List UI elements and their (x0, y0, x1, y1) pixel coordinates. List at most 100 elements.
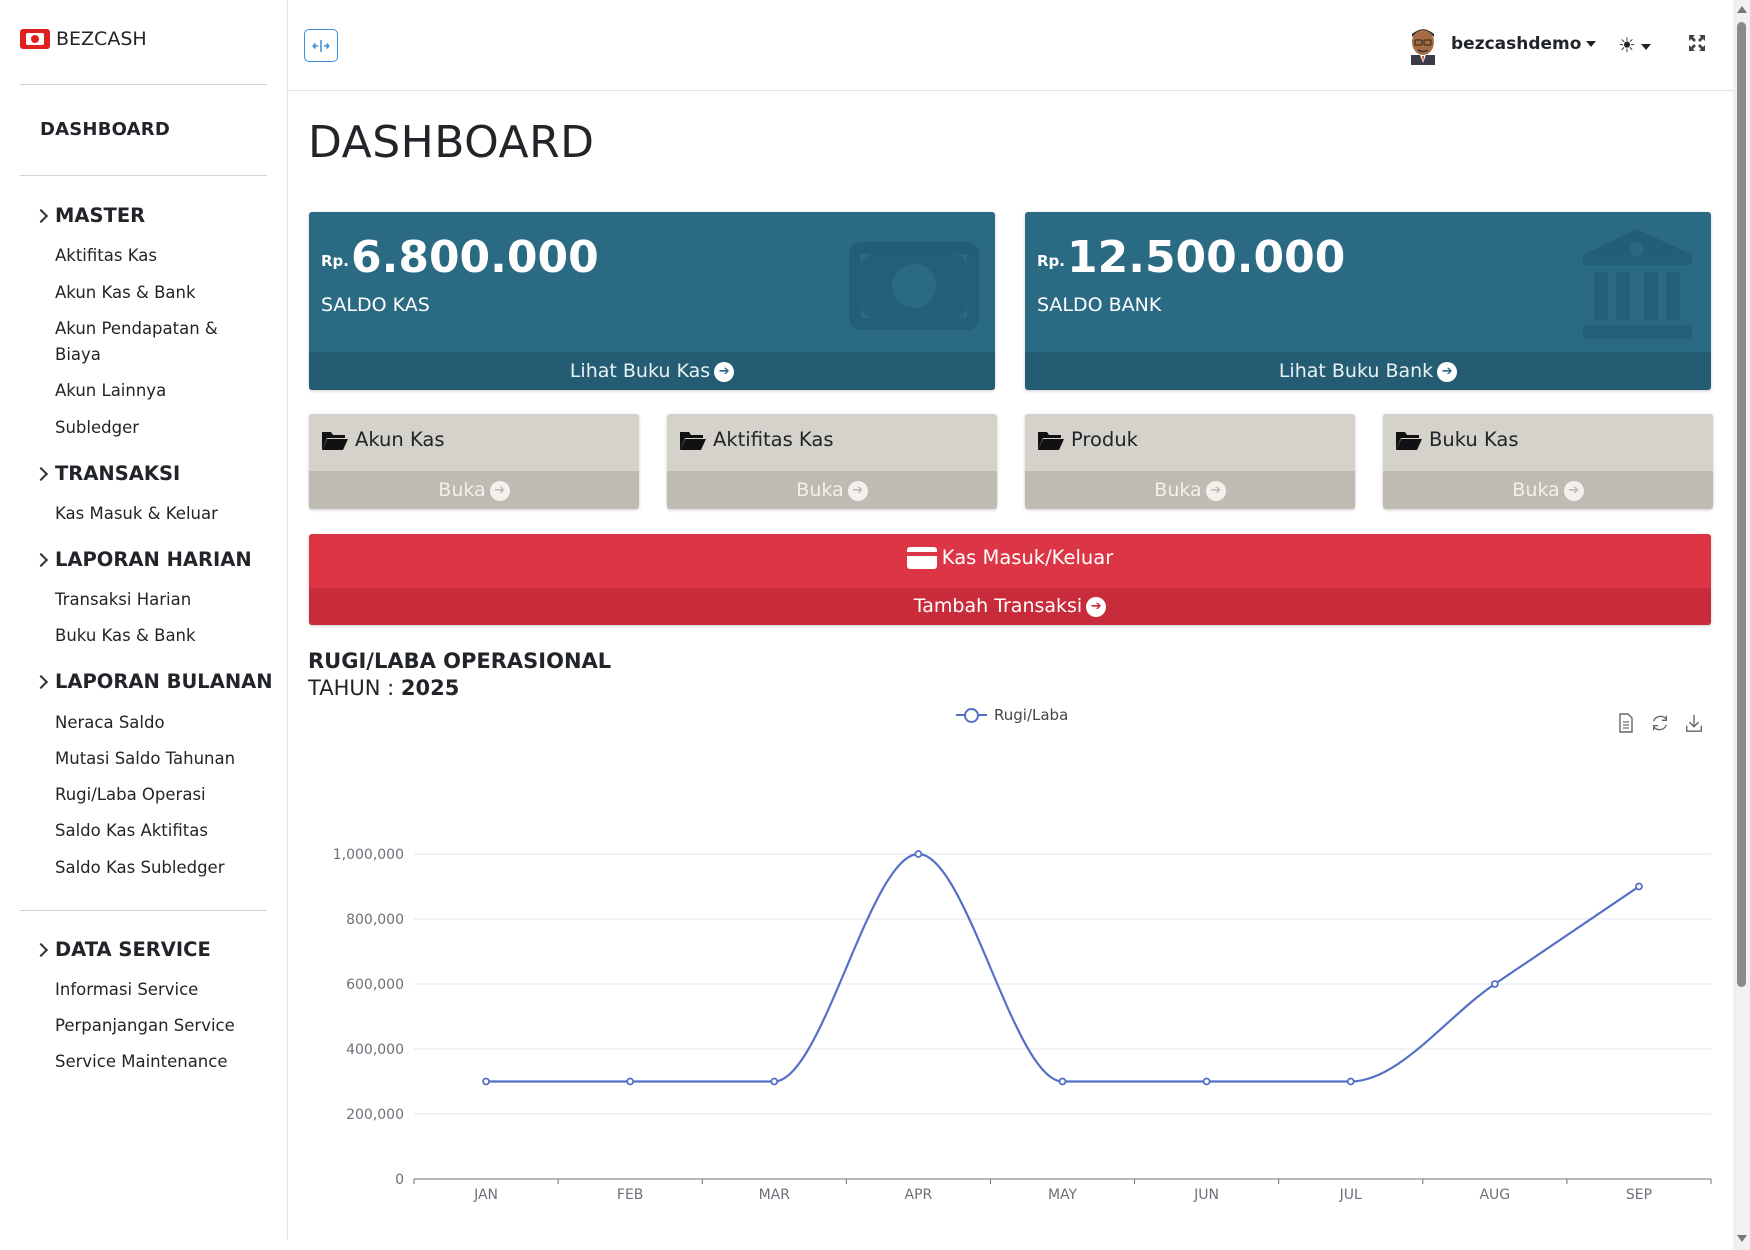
sidebar-item-aktifitas-kas[interactable]: Aktifitas Kas (55, 246, 157, 265)
sidebar-item-perpanjangan-service[interactable]: Perpanjangan Service (55, 1016, 235, 1035)
legend-line-marker-icon (956, 707, 987, 723)
currency-label: Rp. (1037, 252, 1065, 270)
sidebar-item-saldo-kas-subledger[interactable]: Saldo Kas Subledger (55, 858, 225, 877)
theme-toggle[interactable]: ☀ (1618, 33, 1651, 57)
x-tick-label: JUN (1193, 1187, 1219, 1203)
arrow-right-circle-icon: ➔ (1086, 596, 1107, 617)
scroll-up-arrow-icon[interactable] (1737, 6, 1747, 13)
brand[interactable]: BEZCASH (20, 28, 147, 50)
data-view-icon[interactable] (1616, 712, 1636, 734)
sidebar-item-subledger[interactable]: Subledger (55, 418, 140, 437)
sidebar-item-rugi-laba-operasi[interactable]: Rugi/Laba Operasi (55, 785, 206, 804)
arrow-right-circle-icon: ➔ (1205, 480, 1226, 501)
buka-akun-kas-link[interactable]: Buka ➔ (309, 471, 639, 509)
chevron-right-icon (33, 674, 49, 689)
saldo-bank-label: SALDO BANK (1037, 294, 1162, 316)
sidebar-item-dashboard[interactable]: DASHBOARD (40, 119, 170, 140)
section-label: LAPORAN BULANAN (55, 670, 273, 693)
sidebar-item-akun-kas-bank[interactable]: Akun Kas & Bank (55, 283, 196, 302)
x-tick-label: MAY (1048, 1187, 1078, 1203)
saldo-kas-label: SALDO KAS (321, 294, 430, 316)
buka-aktifitas-kas-link[interactable]: Buka ➔ (667, 471, 997, 509)
sidebar-item-akun-lainnya[interactable]: Akun Lainnya (55, 381, 167, 400)
tambah-transaksi-link[interactable]: Tambah Transaksi ➔ (309, 588, 1711, 625)
y-tick-label: 200,000 (346, 1107, 404, 1123)
buka-produk-link[interactable]: Buka ➔ (1025, 471, 1355, 509)
x-tick-label: JAN (473, 1187, 498, 1203)
fullscreen-button[interactable] (1688, 34, 1706, 57)
sidebar-toggle-icon (312, 39, 330, 52)
lihat-buku-kas-link[interactable]: Lihat Buku Kas ➔ (309, 352, 995, 390)
folder-open-icon (1038, 431, 1064, 450)
sidebar-item-mutasi-saldo-tahunan[interactable]: Mutasi Saldo Tahunan (55, 749, 236, 768)
sidebar-section-data-service[interactable]: DATA SERVICE (33, 938, 211, 961)
scroll-down-arrow-icon[interactable] (1737, 1235, 1747, 1242)
sidebar-item-neraca-saldo[interactable]: Neraca Saldo (55, 713, 165, 732)
sidebar-item-buku-kas-bank[interactable]: Buku Kas & Bank (55, 626, 196, 645)
scroll-thumb[interactable] (1737, 22, 1746, 987)
page-scrollbar[interactable] (1733, 0, 1750, 1250)
money-icon (849, 242, 979, 330)
card-title: Buku Kas (1429, 428, 1519, 451)
sidebar: BEZCASH DASHBOARD MASTER Aktifitas Kas A… (0, 0, 288, 1240)
x-tick-label: APR (905, 1187, 933, 1203)
series-line-rugi-laba (486, 852, 1640, 1083)
sidebar-item-akun-pendapatan-biaya[interactable]: Akun Pendapatan & Biaya (55, 319, 218, 364)
link-label: Buka (438, 479, 486, 501)
saldo-kas-amount: 6.800.000 (351, 232, 599, 283)
chart-toolbox (1616, 712, 1704, 734)
x-tick-label: AUG (1479, 1187, 1510, 1203)
chart-year: TAHUN : 2025 (308, 676, 459, 700)
refresh-icon[interactable] (1650, 712, 1670, 734)
x-tick-label: FEB (617, 1187, 644, 1203)
fullscreen-icon (1689, 35, 1705, 51)
topbar: bezcashdemo ☀ (288, 0, 1733, 91)
kas-masuk-keluar-card: Kas Masuk/Keluar Tambah Transaksi ➔ (309, 534, 1711, 625)
saldo-bank-amount: 12.500.000 (1067, 232, 1346, 283)
data-point (1490, 980, 1499, 988)
section-label: LAPORAN HARIAN (55, 548, 252, 571)
sidebar-item-service-maintenance[interactable]: Service Maintenance (55, 1052, 228, 1071)
card-title: Produk (1071, 428, 1138, 451)
arrow-right-circle-icon: ➔ (714, 361, 735, 382)
sidebar-section-laporan-harian[interactable]: LAPORAN HARIAN (33, 548, 252, 571)
x-tick-label: JUL (1339, 1187, 1362, 1203)
sidebar-toggle-button[interactable] (304, 29, 338, 62)
produk-card: Produk Buka ➔ (1025, 414, 1355, 509)
link-label: Tambah Transaksi (913, 595, 1083, 617)
lihat-buku-bank-link[interactable]: Lihat Buku Bank ➔ (1025, 352, 1711, 390)
arrow-right-circle-icon: ➔ (1563, 480, 1584, 501)
sidebar-section-transaksi[interactable]: TRANSAKSI (33, 462, 180, 485)
sidebar-section-laporan-bulanan[interactable]: LAPORAN BULANAN (33, 670, 273, 693)
download-icon[interactable] (1684, 712, 1704, 734)
arrow-right-circle-icon: ➔ (489, 480, 510, 501)
section-label: MASTER (55, 204, 146, 227)
sidebar-item-saldo-kas-aktifitas[interactable]: Saldo Kas Aktifitas (55, 821, 208, 840)
folder-open-icon (680, 431, 706, 450)
chevron-right-icon (33, 552, 49, 567)
y-tick-label: 400,000 (346, 1042, 404, 1058)
aktifitas-kas-card: Aktifitas Kas Buka ➔ (667, 414, 997, 509)
legend-label: Rugi/Laba (994, 706, 1069, 724)
sidebar-item-kas-masuk-keluar[interactable]: Kas Masuk & Keluar (55, 504, 218, 523)
sidebar-item-transaksi-harian[interactable]: Transaksi Harian (55, 590, 192, 609)
x-tick-label: MAR (759, 1187, 791, 1203)
akun-kas-card: Akun Kas Buka ➔ (309, 414, 639, 509)
sidebar-item-informasi-service[interactable]: Informasi Service (55, 980, 199, 999)
link-label: Buka (796, 479, 844, 501)
y-tick-label: 1,000,000 (333, 847, 404, 863)
avatar[interactable] (1405, 25, 1441, 65)
sidebar-section-master[interactable]: MASTER (33, 204, 146, 227)
chevron-right-icon (33, 208, 49, 223)
data-point (626, 1077, 635, 1086)
saldo-bank-card: Rp. 12.500.000 SALDO BANK Lihat Buku Ban… (1025, 212, 1711, 390)
chevron-right-icon (33, 466, 49, 481)
data-point (1635, 882, 1643, 891)
year-label: TAHUN : (308, 676, 395, 700)
chart-legend[interactable]: Rugi/Laba (956, 706, 1068, 724)
section-label: DATA SERVICE (55, 938, 211, 961)
folder-open-icon (322, 431, 348, 450)
buka-buku-kas-link[interactable]: Buka ➔ (1383, 471, 1713, 509)
user-menu[interactable]: bezcashdemo (1451, 34, 1597, 54)
link-label: Lihat Buku Bank (1278, 360, 1434, 382)
